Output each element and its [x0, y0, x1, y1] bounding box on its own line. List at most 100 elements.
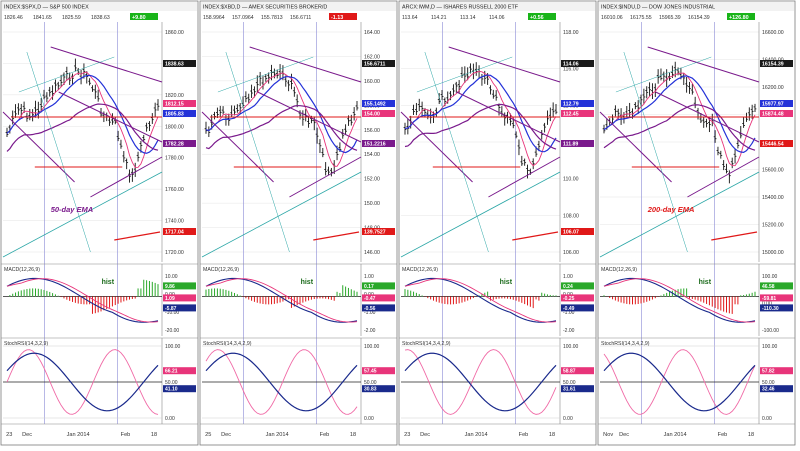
- symbol-title: INDEX:$XBD,D — AMEX SECURITIES BROKER/D: [203, 5, 327, 11]
- macd-tag-value: 1.09: [165, 296, 175, 302]
- trendline-rising: [488, 156, 561, 198]
- macd-tick-label: -2.00: [563, 328, 575, 334]
- ema-annotation: 200-day EMA: [647, 205, 695, 214]
- price-tag-value: 156.6711: [364, 62, 385, 68]
- chart-panel-iwm[interactable]: ARCX:IWM,D — ISHARES RUSSELL 2000 ETF 113…: [398, 0, 597, 446]
- signal-line: [6, 278, 159, 323]
- stochrsi-pane[interactable]: StochRSI(14,3,4,2,9) 100.00 50.00 0.00 57.82…: [598, 337, 795, 424]
- trendlines: [400, 46, 561, 258]
- macd-pane[interactable]: MACD(12,26,9)1.000.00-1.00-2.00hist0.17-…: [200, 263, 397, 336]
- macd-value-tag: -0.49: [561, 304, 594, 312]
- price-tag: 1782.28: [163, 140, 196, 148]
- ema-pink-line: [603, 72, 756, 167]
- stochrsi-label: StochRSI(14,3,2,9): [4, 341, 48, 347]
- trendline-upper: [50, 46, 163, 83]
- stochrsi-value-tag: 32.46: [760, 385, 793, 393]
- macd-value-tag: -0.56: [362, 304, 395, 312]
- price-pane[interactable]: 164.00162.00160.00158.00156.00154.00152.…: [201, 22, 395, 424]
- price-tick-label: 108.00: [563, 213, 579, 219]
- price-pane[interactable]: 1860.001840.001820.001800.001780.001760.…: [2, 22, 196, 424]
- symbol-title: INDEX:$SPX,D — S&P 500 INDEX: [4, 5, 89, 11]
- price-pane[interactable]: 118.00116.00114.00112.00110.00108.00106.…: [400, 22, 594, 424]
- panel-header: ARCX:IWM,D — ISHARES RUSSELL 2000 ETF: [400, 2, 595, 11]
- stochrsi-fast-line: [404, 349, 557, 415]
- macd-value-tag: 0.17: [362, 282, 395, 290]
- price-pane[interactable]: 16600.0016400.0016200.0016000.0015800.00…: [599, 22, 793, 424]
- macd-value-tag: 46.58: [760, 282, 793, 290]
- stochrsi-tick-label: 0.00: [364, 416, 374, 422]
- hist-annotation: hist: [500, 279, 513, 286]
- ohlc-l: 155.7813: [261, 15, 283, 21]
- macd-tag-bg: [561, 282, 594, 290]
- stochrsi-tick-label: 100.00: [762, 344, 778, 350]
- ohlc-o: 16010.06: [601, 15, 623, 21]
- price-tick-label: 16200.00: [762, 85, 784, 91]
- change-badge: [329, 13, 357, 20]
- ohlc-row: 16010.06 16175.55 15965.39 16154.39 +126.80: [599, 12, 794, 21]
- stochrsi-tag-value: 58.87: [563, 369, 576, 375]
- price-tag-value: 15874.48: [762, 112, 784, 118]
- macd-tag-bg: [561, 304, 594, 312]
- signal-line: [404, 278, 557, 323]
- macd-tick-label: -10.00: [165, 310, 179, 316]
- date-label: Dec: [221, 432, 231, 438]
- date-label: 23: [6, 432, 12, 438]
- symbol-title: ARCX:IWM,D — ISHARES RUSSELL 2000 ETF: [402, 5, 519, 11]
- date-axis: 25 Dec Jan 2014 Feb 18: [200, 423, 397, 438]
- price-tag-bg: [561, 228, 594, 235]
- stochrsi-pane[interactable]: StochRSI(14,3,4,2,9) 100.00 50.00 0.00 58.87…: [399, 337, 596, 424]
- trendline-teal-fan: [416, 56, 513, 93]
- stochrsi-tick-label: 50.00: [364, 380, 377, 386]
- price-tag-bg: [362, 100, 395, 107]
- stochrsi-pane[interactable]: StochRSI(14,3,2,9) 100.00 50.00 0.00 66.21 41…: [1, 337, 198, 424]
- macd-tick-label: 10.00: [165, 274, 178, 280]
- price-tag-value: 112.45: [563, 112, 579, 118]
- change-value: +9.80: [132, 15, 146, 21]
- price-tag: 106.07: [561, 228, 594, 236]
- macd-pane[interactable]: MACD(12,26,9)1.000.00-1.00-2.00hist0.24-…: [399, 263, 596, 336]
- stochrsi-tag-bg: [561, 385, 594, 393]
- ema-purple-line: [6, 103, 159, 152]
- ohlc-row: 158.9964 157.0964 155.7813 156.6711 -1.13: [201, 12, 396, 21]
- macd-tag-bg: [362, 304, 395, 312]
- trendline-rising: [687, 156, 760, 198]
- price-tag: 1805.83: [163, 110, 196, 118]
- signal-line: [603, 278, 756, 323]
- macd-tick-label: -100.00: [762, 328, 779, 334]
- price-tick-label: 156.00: [364, 128, 380, 134]
- ema-pink-line: [205, 72, 358, 167]
- macd-tag-bg: [760, 304, 793, 312]
- price-tag: 139.7527: [362, 228, 395, 236]
- date-label: 23: [404, 432, 410, 438]
- stochrsi-tag-value: 31.61: [563, 387, 576, 393]
- macd-tag-bg: [760, 294, 793, 302]
- macd-value-tag: -5.87: [163, 304, 196, 312]
- ohlc-o: 113.64: [402, 15, 418, 21]
- panel-header: INDEX:$XBD,D — AMEX SECURITIES BROKER/D: [201, 2, 396, 11]
- macd-pane[interactable]: MACD(12,26,9) 100.00 0.00 -100.00 hist 46.58 -…: [598, 263, 795, 336]
- trendline-teal: [599, 171, 760, 258]
- trendline-rising: [90, 156, 163, 198]
- price-tick-label: 1780.00: [165, 156, 184, 162]
- stochrsi-value-tag: 57.82: [760, 367, 793, 375]
- header-bg: [2, 2, 197, 11]
- price-tick-label: 15200.00: [762, 223, 784, 229]
- price-tag-value: 15977.97: [762, 102, 784, 108]
- hist-annotation: hist: [699, 279, 712, 286]
- macd-pane[interactable]: MACD(12,26,9)10.000.00-10.00-20.00hist9.…: [1, 263, 198, 336]
- stochrsi-pane[interactable]: StochRSI(14,3,4,2,9) 100.00 50.00 0.00 57.45…: [200, 337, 397, 424]
- price-tag: 15874.48: [760, 110, 793, 118]
- change-value: -1.13: [331, 15, 343, 21]
- chart-panel-indu[interactable]: INDEX:$INDU,D — DOW JONES INDUSTRIAL1601…: [597, 0, 796, 446]
- signal-line: [205, 278, 358, 323]
- date-label: 18: [350, 432, 356, 438]
- chart-panel-xbd[interactable]: INDEX:$XBD,D — AMEX SECURITIES BROKER/D1…: [199, 0, 398, 446]
- stochrsi-tag-value: 57.45: [364, 369, 377, 375]
- ohlc-h: 114.21: [431, 15, 447, 21]
- ohlc-l: 1825.59: [62, 15, 81, 21]
- date-label: Jan 2014: [664, 432, 687, 438]
- price-tick-label: 106.00: [563, 250, 579, 256]
